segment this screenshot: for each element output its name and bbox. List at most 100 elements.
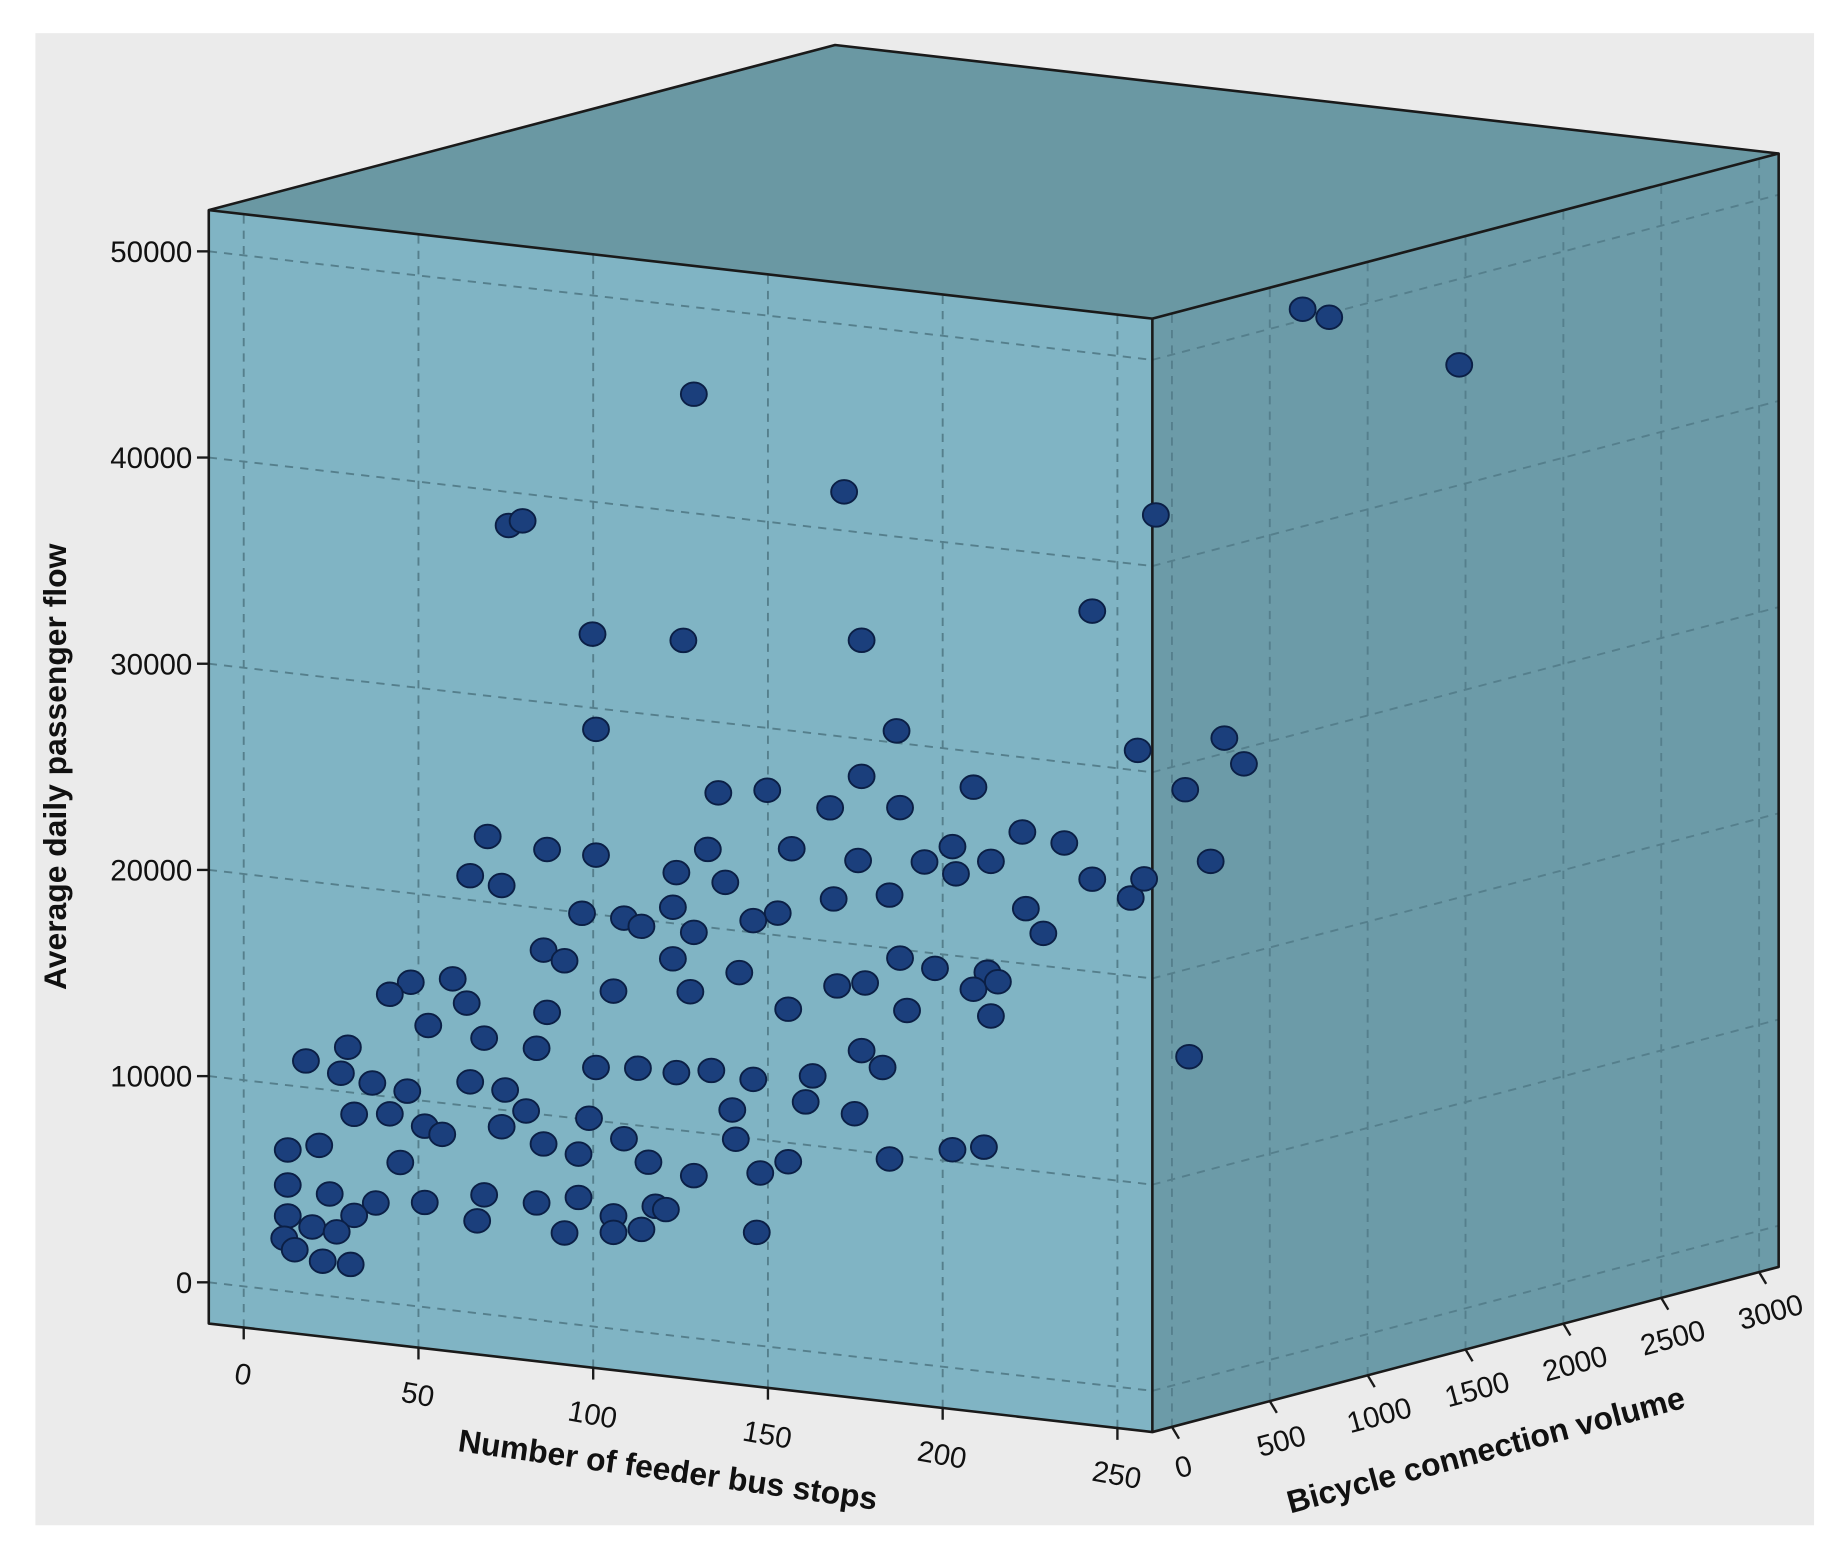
point <box>599 978 628 1004</box>
point <box>679 919 708 946</box>
point <box>333 1034 362 1060</box>
point <box>840 1100 869 1127</box>
point <box>568 900 596 927</box>
point <box>969 1134 998 1160</box>
grid-line <box>1152 812 1779 980</box>
point <box>886 794 914 821</box>
z-tick-label: 40000 <box>110 442 192 475</box>
box-edge <box>1152 152 1779 320</box>
x-tick-label: 200 <box>915 1435 969 1476</box>
point <box>487 872 516 899</box>
point <box>305 1132 334 1159</box>
point <box>983 969 1012 995</box>
point <box>830 479 859 505</box>
x-tick-label: 150 <box>740 1415 794 1456</box>
point <box>550 948 579 974</box>
point <box>529 1131 558 1157</box>
point <box>823 973 852 999</box>
point <box>470 1025 499 1051</box>
point <box>774 996 803 1022</box>
point <box>315 1181 344 1207</box>
point <box>550 1220 579 1246</box>
point <box>882 718 911 744</box>
point <box>1050 830 1079 856</box>
point <box>875 882 904 908</box>
point <box>533 836 561 863</box>
point <box>739 1066 768 1093</box>
point <box>452 990 481 1016</box>
point <box>718 1097 747 1123</box>
box-edge <box>208 208 1153 320</box>
point <box>1175 1043 1204 1070</box>
point <box>746 1160 775 1186</box>
point <box>428 1121 457 1148</box>
point <box>851 970 880 996</box>
point <box>1171 776 1200 803</box>
point <box>358 1070 387 1096</box>
grid-line <box>208 250 1153 361</box>
point <box>1123 737 1152 764</box>
grid-line <box>208 456 1153 567</box>
point <box>375 1101 404 1127</box>
grid-line <box>208 662 1153 774</box>
point <box>1008 819 1037 845</box>
point <box>938 1136 967 1163</box>
point <box>847 627 876 654</box>
grid-line <box>208 868 1153 980</box>
point <box>847 1037 876 1064</box>
point <box>658 946 687 972</box>
point <box>491 1077 520 1103</box>
point <box>676 979 705 1005</box>
point <box>322 1219 351 1245</box>
x-tick-label: 0 <box>232 1357 254 1392</box>
y-tick <box>1464 1348 1474 1362</box>
point <box>582 1054 610 1081</box>
point <box>1141 502 1170 528</box>
point <box>533 999 561 1026</box>
point <box>976 848 1005 875</box>
y-tick <box>1562 1323 1572 1337</box>
point <box>298 1214 327 1240</box>
x-tick-label: 50 <box>399 1376 437 1414</box>
point <box>679 1162 708 1189</box>
z-axis-title: Average daily passenger flow <box>37 543 73 990</box>
y-tick <box>1366 1374 1376 1388</box>
point <box>634 1149 663 1175</box>
point <box>875 1146 904 1172</box>
point <box>693 836 722 863</box>
point <box>578 621 607 647</box>
point <box>386 1149 415 1176</box>
point <box>340 1101 369 1128</box>
z-tick-label: 20000 <box>110 855 192 888</box>
point <box>575 1105 603 1131</box>
point <box>396 969 425 996</box>
point <box>564 1141 593 1167</box>
point <box>921 955 949 982</box>
point <box>959 976 988 1002</box>
point <box>1210 725 1239 751</box>
point <box>798 1063 827 1089</box>
point <box>742 1219 771 1246</box>
y-tick <box>1758 1271 1768 1285</box>
grid-line <box>1152 1224 1779 1392</box>
point <box>326 1060 355 1086</box>
point <box>522 1190 551 1216</box>
point <box>361 1190 390 1216</box>
point <box>721 1126 750 1152</box>
point <box>627 913 656 940</box>
point <box>704 780 733 806</box>
point <box>893 997 921 1024</box>
point <box>658 894 687 920</box>
x-tick-label: 250 <box>1090 1455 1144 1496</box>
point <box>844 847 873 874</box>
point <box>1288 296 1317 322</box>
point <box>1315 304 1344 330</box>
z-tick-label: 0 <box>176 1267 192 1300</box>
point <box>942 861 970 887</box>
point <box>273 1137 302 1163</box>
point <box>1078 598 1107 624</box>
point <box>777 836 806 862</box>
point <box>1445 352 1474 378</box>
point <box>522 1035 551 1062</box>
